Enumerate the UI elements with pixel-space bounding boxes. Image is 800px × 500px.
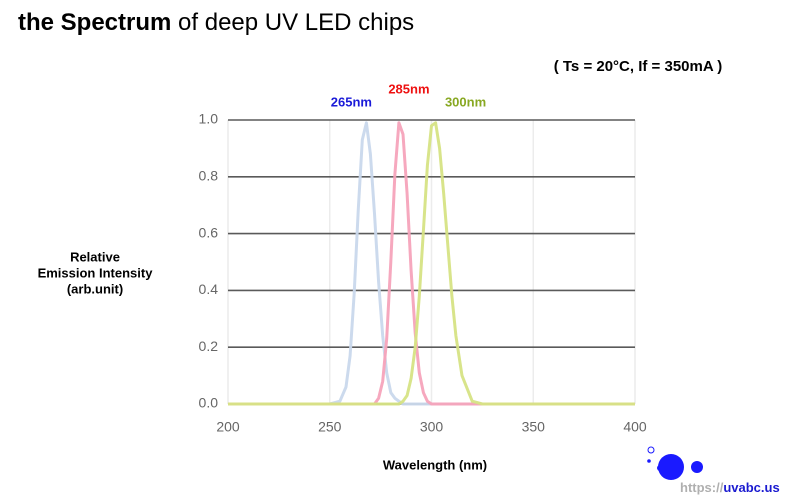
y-tick-label: 0.8 [199,168,219,184]
y-label: (arb.unit) [67,281,123,296]
subtitle: ( Ts = 20°C, If = 350mA ) [554,58,723,75]
x-label: Wavelength (nm) [383,457,487,472]
y-tick-label: 0.0 [199,395,219,411]
logo [647,446,703,480]
series-line [228,121,635,406]
chart-title: the Spectrum of deep UV LED chips [18,9,414,36]
y-label: Relative [70,249,120,264]
y-tick-label: 0.6 [199,224,219,240]
y-label: Emission Intensity [38,265,154,280]
series-label: 265nm [331,94,372,109]
y-tick-label: 0.2 [199,338,219,354]
x-tick-label: 300 [420,419,444,435]
x-tick-label: 400 [623,419,647,435]
watermark: https://uvabc.us [680,480,780,495]
watermark-site: uvabc.us [723,480,779,495]
series-label: 300nm [445,94,486,109]
title-rest: of deep UV LED chips [178,9,414,36]
y-tick-label: 1.0 [199,111,219,127]
x-tick-label: 350 [522,419,546,435]
title-bold: the Spectrum [18,9,171,36]
x-tick-label: 250 [318,419,342,435]
y-tick-label: 0.4 [199,281,219,297]
x-tick-label: 200 [216,419,240,435]
watermark-prefix: https:// [680,480,724,495]
series-label: 285nm [388,81,429,96]
